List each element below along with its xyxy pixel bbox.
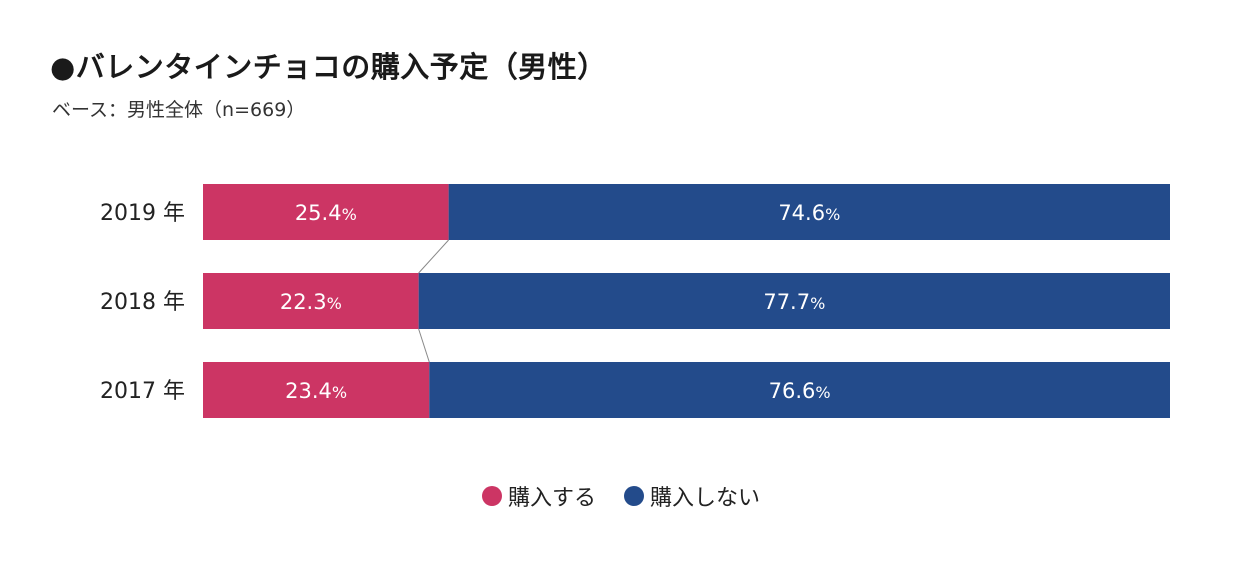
data-label-2017-buy: 23.4% bbox=[285, 379, 347, 403]
data-label-2019-buy: 25.4% bbox=[295, 201, 357, 225]
data-label-2018-buy: 22.3% bbox=[280, 290, 342, 314]
chart-subtitle: ベース：男性全体（n=669） bbox=[52, 99, 306, 121]
chart-title: ●バレンタインチョコの購入予定（男性） bbox=[50, 50, 607, 84]
legend-item-buy: 購入する bbox=[481, 480, 596, 512]
bar-segment-2018-buy bbox=[203, 273, 419, 329]
legend: 購入する 購入しない bbox=[0, 480, 1242, 512]
bar-segment-2017-buy bbox=[203, 362, 430, 418]
category-label-2017: 2017 年 bbox=[100, 379, 185, 404]
bar-segment-2019-not-buy bbox=[448, 184, 1170, 240]
legend-swatch-not-buy bbox=[624, 486, 644, 506]
category-label-2019: 2019 年 bbox=[100, 201, 185, 226]
data-label-2017-not-buy: 76.6% bbox=[769, 379, 831, 403]
data-label-2019-not-buy: 74.6% bbox=[778, 201, 840, 225]
connector-line-2 bbox=[418, 328, 430, 363]
data-label-2018-not-buy: 77.7% bbox=[763, 290, 825, 314]
legend-swatch-buy bbox=[481, 486, 502, 506]
legend-label-buy: 購入する bbox=[507, 486, 596, 511]
legend-item-not-buy: 購入しない bbox=[624, 480, 760, 512]
legend-label-not-buy: 購入しない bbox=[650, 486, 761, 511]
bar-segment-2018-not-buy bbox=[418, 273, 1170, 329]
bar-segment-2019-buy bbox=[203, 184, 449, 240]
category-label-2018: 2018 年 bbox=[100, 290, 185, 315]
bar-segment-2017-not-buy bbox=[429, 362, 1170, 418]
connector-line-1 bbox=[418, 239, 449, 274]
